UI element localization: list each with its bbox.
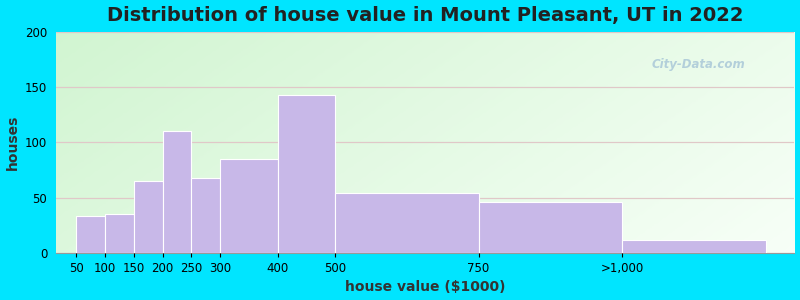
- Bar: [335, 193, 478, 253]
- Bar: [191, 178, 220, 253]
- Bar: [278, 95, 335, 253]
- Y-axis label: houses: houses: [6, 115, 19, 170]
- Bar: [478, 202, 622, 253]
- Bar: [77, 216, 106, 253]
- Bar: [220, 159, 278, 253]
- Bar: [162, 131, 191, 253]
- Title: Distribution of house value in Mount Pleasant, UT in 2022: Distribution of house value in Mount Ple…: [107, 6, 744, 25]
- Bar: [134, 181, 162, 253]
- Bar: [106, 214, 134, 253]
- Bar: [622, 240, 766, 253]
- X-axis label: house value ($1000): house value ($1000): [345, 280, 506, 294]
- Text: City-Data.com: City-Data.com: [652, 58, 746, 71]
